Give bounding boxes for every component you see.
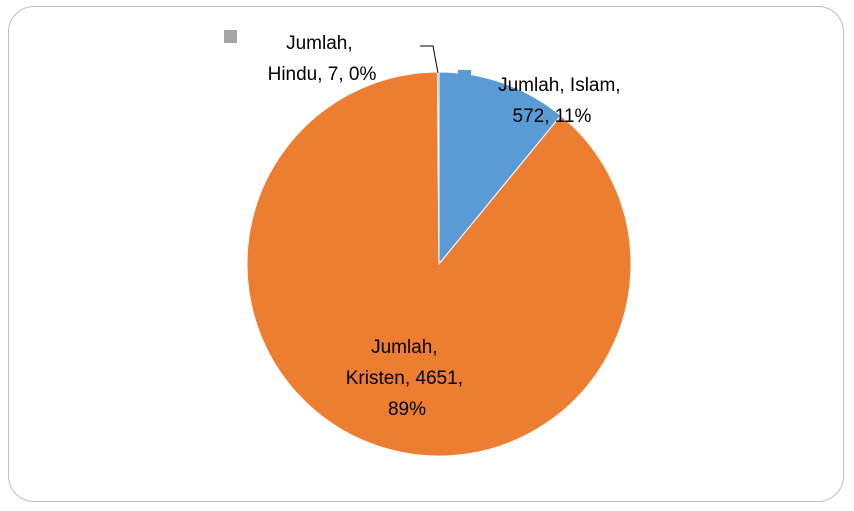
data-label-islam-line-1: Jumlah, Islam, [498, 75, 620, 96]
data-label-hindu: Jumlah, Hindu, 7, 0% [268, 33, 377, 85]
hindu-legend-key [224, 30, 237, 43]
data-label-islam: Jumlah, Islam, 572, 11% [498, 75, 626, 127]
islam-legend-key [458, 70, 471, 78]
pie-slice-kristen [246, 71, 632, 457]
data-label-kristen-line-3: 89% [388, 399, 426, 420]
data-label-kristen-line-1: Jumlah, [371, 337, 438, 358]
data-label-hindu-line-1: Jumlah, [286, 33, 353, 54]
data-label-hindu-line-2: Hindu, 7, 0% [268, 64, 377, 85]
data-label-kristen: Jumlah, Kristen, 4651, 89% [346, 337, 469, 420]
pie-slices [246, 71, 632, 457]
data-label-islam-line-2: 572, 11% [513, 106, 592, 127]
leader-line-hindu [420, 45, 439, 74]
leader-lines [420, 45, 439, 74]
data-label-kristen-line-2: Kristen, 4651, [346, 368, 463, 389]
pie-slice-islam [438, 71, 562, 266]
